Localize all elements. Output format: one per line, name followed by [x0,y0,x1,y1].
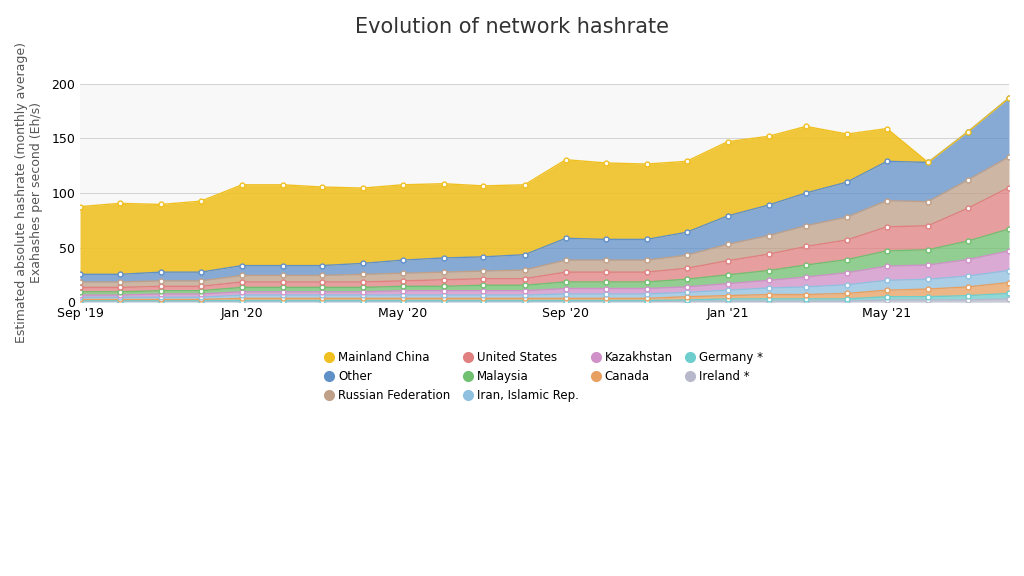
Legend: Mainland China, Other, Russian Federation, United States, Malaysia, Iran, Islami: Mainland China, Other, Russian Federatio… [323,347,766,406]
Y-axis label: Estimated absolute hashrate (monthly average)
Exahashes per second (Eh/s): Estimated absolute hashrate (monthly ave… [15,43,43,343]
Text: Evolution of network hashrate: Evolution of network hashrate [355,17,669,37]
